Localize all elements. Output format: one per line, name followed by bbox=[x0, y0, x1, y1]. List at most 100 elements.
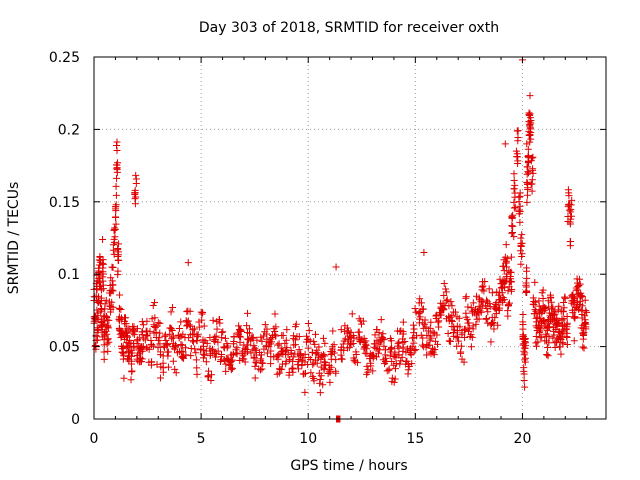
data-point bbox=[190, 338, 198, 346]
data-point bbox=[356, 338, 364, 346]
data-point bbox=[448, 302, 456, 310]
data-point bbox=[144, 332, 152, 340]
data-point bbox=[516, 218, 524, 226]
data-point bbox=[508, 229, 516, 237]
data-point bbox=[179, 330, 187, 338]
data-point bbox=[282, 348, 290, 356]
data-point bbox=[301, 388, 309, 396]
data-point bbox=[169, 357, 177, 365]
data-point bbox=[475, 309, 483, 317]
data-point bbox=[294, 365, 302, 373]
data-point bbox=[118, 345, 126, 353]
data-point bbox=[164, 363, 172, 371]
data-point bbox=[514, 137, 522, 145]
data-point bbox=[154, 336, 162, 344]
data-point bbox=[449, 329, 457, 337]
data-point bbox=[563, 340, 571, 348]
data-point bbox=[502, 241, 510, 249]
data-point bbox=[517, 260, 525, 268]
data-point bbox=[151, 299, 159, 307]
data-point bbox=[506, 273, 514, 281]
data-point bbox=[540, 307, 548, 315]
data-point bbox=[528, 187, 536, 195]
data-point bbox=[508, 222, 516, 230]
data-point bbox=[345, 344, 353, 352]
data-point bbox=[320, 358, 328, 366]
data-point bbox=[295, 332, 303, 340]
data-point bbox=[475, 315, 483, 323]
data-point bbox=[101, 312, 109, 320]
data-point bbox=[258, 359, 266, 367]
data-point bbox=[252, 358, 260, 366]
x-tick-label: 20 bbox=[514, 431, 532, 447]
data-point bbox=[186, 331, 194, 339]
data-point bbox=[399, 328, 407, 336]
data-point bbox=[520, 377, 528, 385]
data-point bbox=[229, 364, 237, 372]
data-point bbox=[415, 310, 423, 318]
data-point bbox=[479, 282, 487, 290]
data-point bbox=[187, 352, 195, 360]
data-point bbox=[227, 366, 235, 374]
data-point bbox=[488, 289, 496, 297]
data-point bbox=[380, 336, 388, 344]
data-point bbox=[168, 325, 176, 333]
data-point bbox=[163, 348, 171, 356]
data-point bbox=[153, 360, 161, 368]
data-point bbox=[281, 339, 289, 347]
y-tick-label: 0 bbox=[71, 412, 80, 428]
data-point bbox=[139, 321, 147, 329]
data-point bbox=[131, 191, 139, 199]
data-point bbox=[312, 330, 320, 338]
data-point bbox=[381, 346, 389, 354]
data-point bbox=[399, 318, 407, 326]
data-point bbox=[511, 203, 519, 211]
data-point bbox=[534, 338, 542, 346]
data-point bbox=[380, 342, 388, 350]
data-point bbox=[236, 338, 244, 346]
data-point bbox=[223, 340, 231, 348]
data-point bbox=[374, 349, 382, 357]
data-point bbox=[139, 334, 147, 342]
data-point bbox=[103, 340, 111, 348]
data-point bbox=[523, 267, 531, 275]
data-point bbox=[348, 310, 356, 318]
data-point bbox=[113, 147, 121, 155]
data-point bbox=[448, 318, 456, 326]
y-tick-labels: 0 0.05 0.1 0.15 0.2 0.25 bbox=[49, 50, 80, 428]
data-point bbox=[99, 285, 107, 293]
data-point bbox=[382, 354, 390, 362]
data-point bbox=[464, 303, 472, 311]
data-point bbox=[199, 350, 207, 358]
data-point bbox=[102, 296, 110, 304]
data-point bbox=[521, 383, 529, 391]
data-point bbox=[283, 326, 291, 334]
data-point bbox=[161, 332, 169, 340]
data-point bbox=[521, 335, 529, 343]
data-point bbox=[549, 303, 557, 311]
data-point bbox=[304, 320, 312, 328]
data-point bbox=[101, 300, 109, 308]
data-point bbox=[137, 357, 145, 365]
data-point bbox=[381, 360, 389, 368]
data-point bbox=[521, 354, 529, 362]
data-point bbox=[114, 245, 122, 253]
data-point bbox=[115, 240, 123, 248]
data-point bbox=[529, 169, 537, 177]
data-point bbox=[349, 339, 357, 347]
data-point bbox=[529, 153, 537, 161]
data-point bbox=[557, 350, 565, 358]
data-point bbox=[157, 348, 165, 356]
data-point bbox=[183, 318, 191, 326]
data-point bbox=[175, 324, 183, 332]
data-point bbox=[464, 319, 472, 327]
data-point bbox=[510, 204, 518, 212]
data-point bbox=[169, 304, 177, 312]
data-point bbox=[461, 333, 469, 341]
data-point bbox=[483, 304, 491, 312]
data-point bbox=[312, 356, 320, 364]
data-point bbox=[104, 335, 112, 343]
data-point bbox=[536, 327, 544, 335]
data-point bbox=[431, 346, 439, 354]
data-point bbox=[526, 138, 534, 146]
